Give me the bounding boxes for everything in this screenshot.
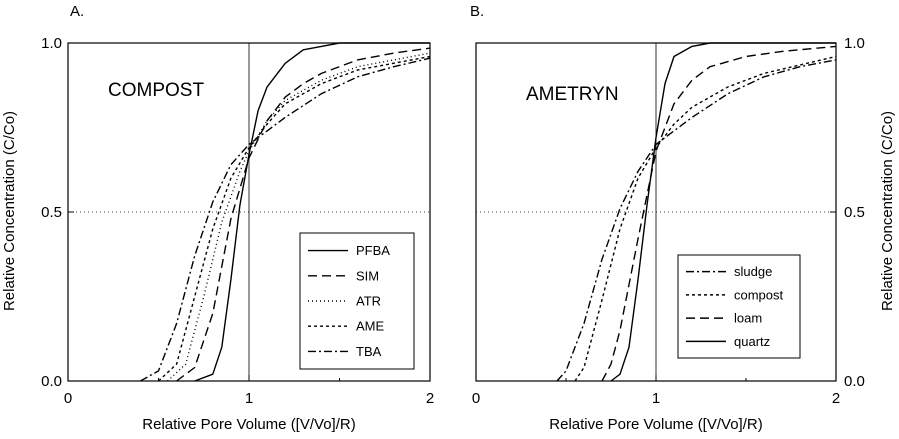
panel-a: A. COMPOST Relative Concentration (C/Co)…: [1, 3, 434, 433]
legend-label-quartz: quartz: [734, 334, 770, 349]
series-line-atr: [167, 52, 431, 382]
legend-label-atr: ATR: [356, 294, 381, 309]
series-line-pfba: [194, 42, 430, 382]
legend: PFBA SIM ATR AME TBA: [299, 232, 415, 370]
series-line-tba: [140, 57, 431, 382]
series-line-sludge: [556, 59, 837, 382]
legend-label-loam: loam: [734, 311, 762, 326]
panel-annotation: COMPOST: [108, 80, 204, 101]
x-tick-label: 0: [472, 390, 480, 407]
y-tick-label: 1.0: [41, 35, 62, 52]
legend-label-sim: SIM: [356, 268, 379, 283]
x-tick-label: 2: [426, 390, 434, 407]
legend-label-sludge: sludge: [734, 264, 772, 279]
legend: sludge compost loam quartz: [677, 254, 801, 359]
y-tick-label: 0.0: [41, 373, 62, 390]
y-tick-label: 1.0: [844, 35, 865, 52]
y-axis-label: Relative Concentration (C/Co): [1, 111, 18, 311]
x-tick-label: 1: [245, 390, 253, 407]
panel-label: B.: [470, 3, 484, 20]
legend-label-compost: compost: [734, 287, 784, 302]
series-line-compost: [574, 55, 837, 382]
y-tick-label: 0.5: [41, 204, 62, 221]
x-axis-label: Relative Pore Volume ([V/Vo]/R): [549, 416, 762, 433]
series-line-quartz: [610, 42, 836, 382]
legend-label-tba: TBA: [356, 344, 382, 359]
legend-label-ame: AME: [356, 319, 385, 334]
y-tick-label: 0.5: [844, 204, 865, 221]
x-tick-label: 1: [652, 390, 660, 407]
y-tick-label: 0.0: [844, 373, 865, 390]
x-tick-label: 0: [64, 390, 72, 407]
y-axis-label: Relative Concentration (C/Co): [879, 111, 896, 311]
panel-b: B. AMETRYN Relative Concentration (C/Co)…: [470, 3, 896, 433]
series-line-ame: [158, 55, 431, 382]
series-line-sim: [176, 47, 431, 382]
x-axis-label: Relative Pore Volume ([V/Vo]/R): [142, 416, 355, 433]
panel-label: A.: [70, 3, 84, 20]
x-tick-label: 2: [832, 390, 840, 407]
legend-box: [299, 232, 415, 370]
panel-annotation: AMETRYN: [526, 84, 619, 105]
legend-label-pfba: PFBA: [356, 243, 390, 258]
series-line-loam: [601, 45, 837, 382]
